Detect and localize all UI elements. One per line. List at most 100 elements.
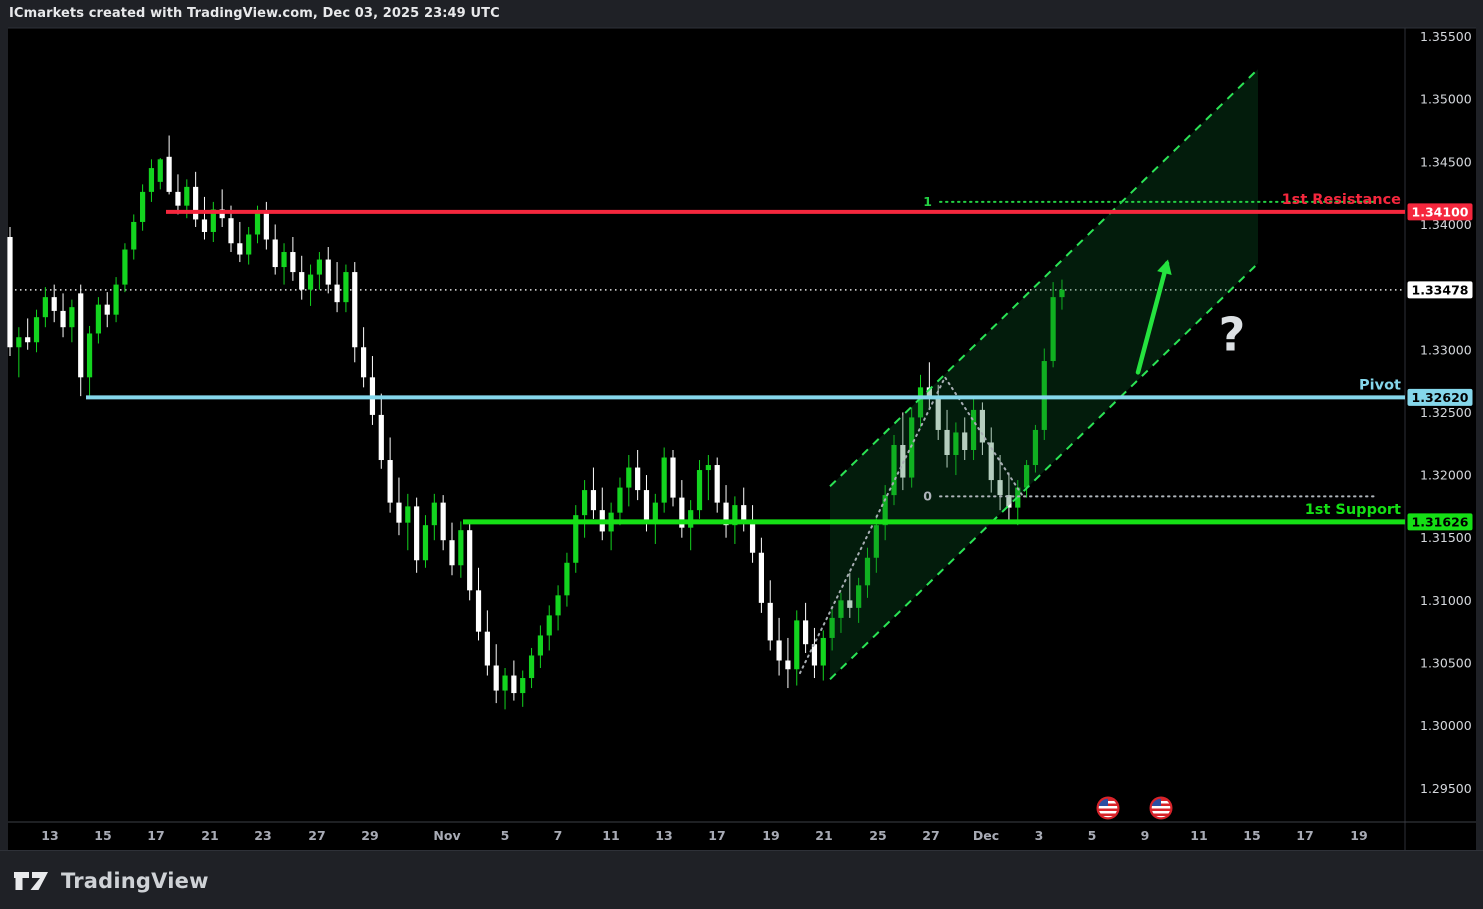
date-axis-tick-label: 19	[762, 828, 779, 843]
svg-text:1.31626: 1.31626	[1412, 514, 1469, 529]
price-axis-tick-label: 1.29500	[1420, 781, 1472, 796]
trend-channel-fill[interactable]	[830, 69, 1258, 680]
candle-body	[564, 562, 570, 596]
date-axis-tick-label: 29	[361, 828, 378, 843]
candle-body	[520, 678, 526, 694]
date-axis-tick-label: 13	[41, 828, 58, 843]
candle-body	[714, 465, 720, 503]
price-badge-level-0: 1.34100	[1407, 203, 1473, 221]
fib-extension[interactable]: 01	[799, 194, 1375, 675]
candle-body	[431, 502, 437, 526]
date-axis-tick-label: 3	[1035, 828, 1044, 843]
candlestick-series	[7, 135, 1065, 710]
candle-body	[387, 460, 393, 503]
candle-body	[290, 252, 296, 273]
date-axis-tick-label: 25	[869, 828, 886, 843]
tradingview-logo-icon	[14, 871, 48, 890]
candle-body	[352, 272, 358, 348]
level-label-0[interactable]: 1st Resistance	[1282, 192, 1402, 208]
candle-body	[1032, 429, 1039, 466]
date-axis-tick-label: 11	[1190, 828, 1207, 843]
svg-text:1.34100: 1.34100	[1412, 204, 1469, 219]
snapshot-header: ICmarkets created with TradingView.com, …	[0, 0, 1483, 28]
candle-body	[555, 595, 561, 616]
candle-body	[573, 515, 579, 563]
price-axis[interactable]: 1.35500 1.35000 1.34500 1.34000 1.33000 1.325…	[1407, 29, 1473, 796]
footer-bar: TradingView	[0, 850, 1483, 909]
candle-body	[705, 465, 711, 471]
trend-channel-lower-line[interactable]	[829, 262, 1259, 681]
candle-body	[794, 620, 800, 670]
candle-body	[776, 640, 782, 661]
candle-body	[838, 600, 844, 618]
price-axis-tick-label: 1.30500	[1420, 655, 1472, 670]
projection-arrow[interactable]	[1135, 259, 1172, 375]
level-label-2[interactable]: 1st Support	[1305, 502, 1401, 518]
candle-body	[237, 243, 243, 255]
candle-body	[741, 505, 747, 523]
fib-zigzag-line[interactable]	[799, 375, 1024, 675]
candle-body	[42, 297, 48, 318]
date-axis-tick-label: 17	[147, 828, 164, 843]
candle-body	[1024, 465, 1030, 488]
candle-body	[440, 502, 446, 541]
candle-body	[511, 675, 517, 694]
candle-body	[944, 429, 950, 456]
candle-body	[1050, 297, 1056, 362]
candle-body	[988, 442, 994, 481]
candle-body	[166, 156, 172, 192]
tradingview-logo[interactable]: TradingView	[13, 869, 209, 893]
question-mark-annotation[interactable]: ?	[1219, 308, 1246, 362]
candle-body	[246, 234, 252, 255]
trend-channel-upper-line[interactable]	[829, 68, 1259, 488]
candle-body	[467, 530, 473, 591]
date-axis-tick-label: 5	[501, 828, 510, 843]
candle-body	[78, 293, 84, 378]
price-badge-level-1: 1.32620	[1407, 388, 1473, 406]
candle-body	[970, 409, 977, 450]
candle-body	[670, 457, 676, 498]
candle-body	[590, 490, 597, 511]
trend-channel[interactable]	[829, 68, 1259, 681]
snapshot-title: ICmarkets created with TradingView.com, …	[9, 6, 500, 21]
candle-body	[626, 467, 632, 488]
candle-body	[86, 333, 93, 378]
date-axis-tick-label: 5	[1088, 828, 1097, 843]
candle-body	[856, 585, 862, 608]
candle-body	[396, 502, 402, 523]
chart-canvas[interactable]	[8, 28, 1476, 850]
candle-body	[679, 497, 685, 528]
candle-body	[546, 615, 552, 636]
candle-body	[361, 347, 367, 378]
candle-body	[493, 665, 499, 691]
candle-body	[643, 490, 650, 523]
level-label-1[interactable]: Pivot	[1359, 377, 1401, 393]
candle-body	[263, 211, 269, 240]
candle-body	[157, 159, 163, 182]
us-flag-art	[1098, 798, 1118, 818]
candle-body	[140, 191, 146, 222]
price-axis-tick-label: 1.32000	[1420, 468, 1472, 483]
candle-body	[449, 540, 455, 566]
candle-body	[193, 186, 199, 220]
candle-body	[635, 467, 641, 491]
candle-body	[688, 510, 694, 528]
candle-body	[873, 525, 879, 558]
candle-body	[113, 284, 119, 315]
candle-body	[281, 252, 287, 268]
economic-event-us-flag-icon[interactable]	[1096, 796, 1120, 820]
economic-event-us-flag-icon[interactable]	[1149, 796, 1173, 820]
candle-body	[299, 272, 305, 290]
candle-body	[69, 307, 75, 328]
candle-body	[210, 209, 216, 232]
date-axis[interactable]: 13 15 17 21 23 27 29 Nov 5 7 11 13 17 19 21 25 27 Dec 3 5 9 1…	[41, 828, 1367, 843]
candle-body	[661, 457, 667, 503]
candle-body	[378, 414, 384, 461]
candle-body	[732, 505, 738, 526]
candle-body	[909, 417, 915, 478]
date-axis-tick-label: 17	[1296, 828, 1313, 843]
candle-body	[502, 675, 508, 691]
date-axis-tick-label: 9	[1141, 828, 1150, 843]
